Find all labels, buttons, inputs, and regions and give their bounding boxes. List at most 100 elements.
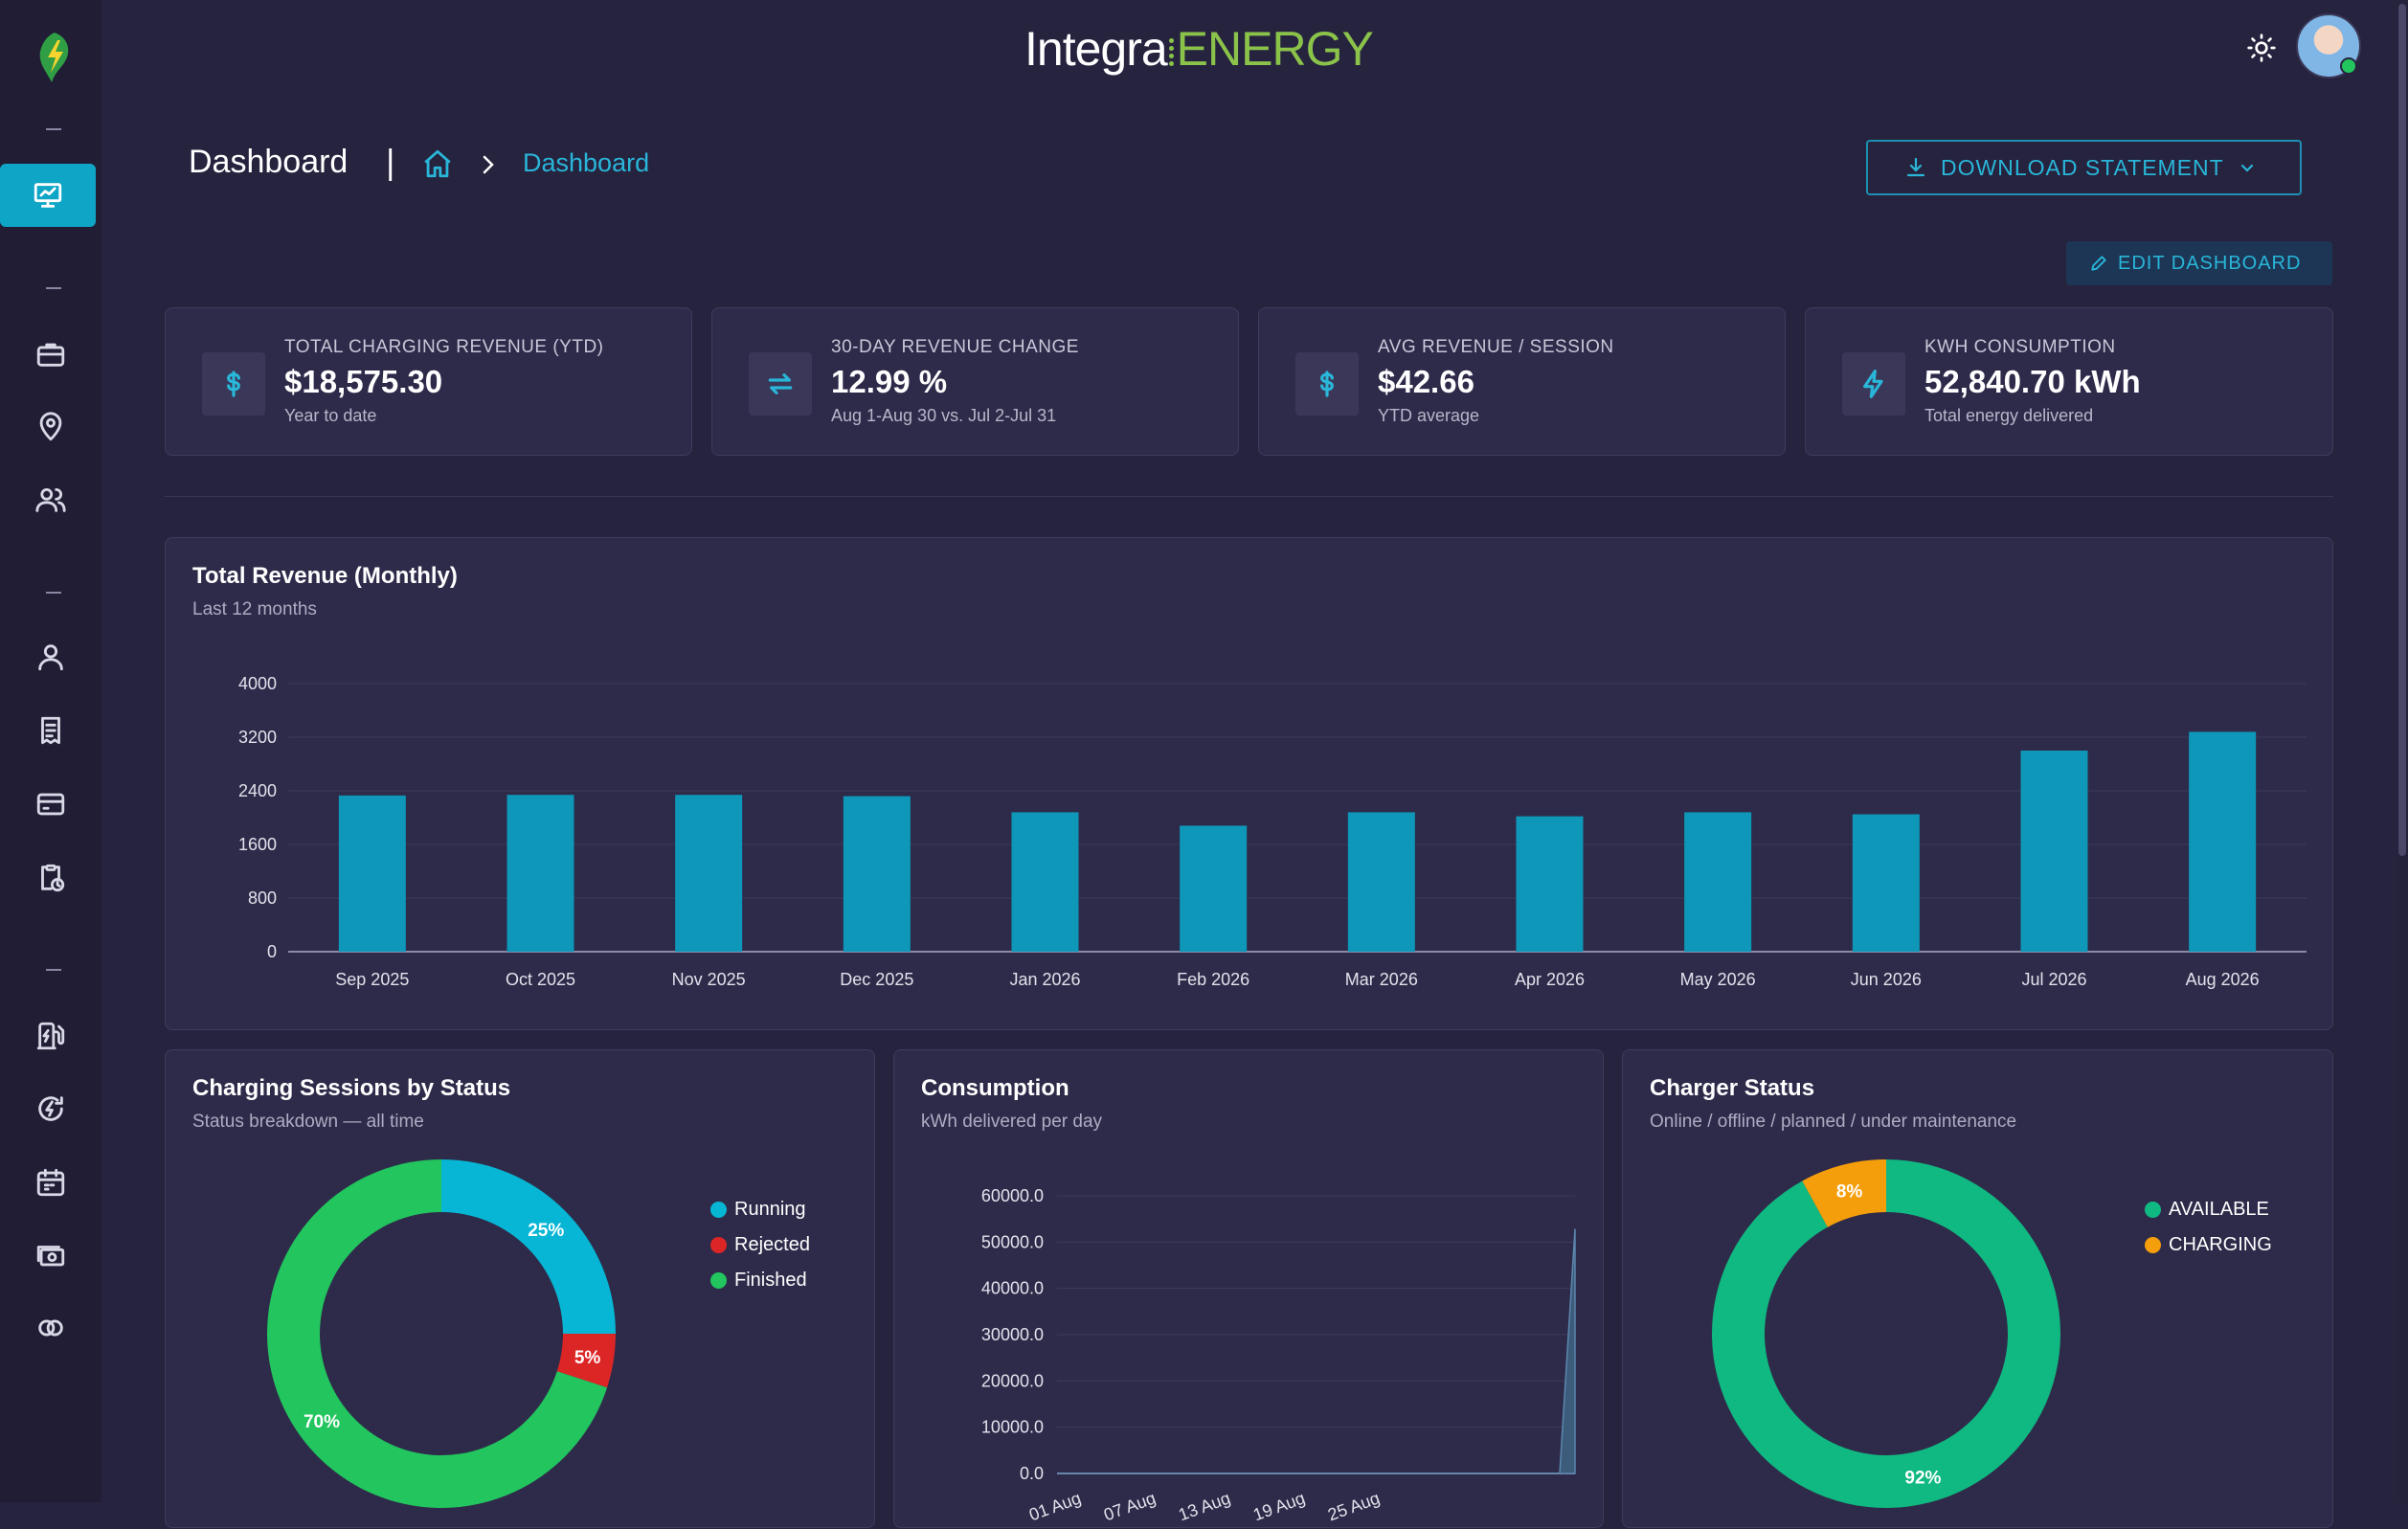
user-avatar[interactable]: [2296, 13, 2361, 79]
y-tick-label: 4000: [238, 674, 277, 693]
consumption-area-chart: 0.0 10000.0 20000.0 30000.0 40000.0 50000.0 60…: [981, 1186, 1576, 1524]
scrollbar-thumb[interactable]: [2398, 4, 2406, 856]
sidebar-item-dashboard[interactable]: [0, 164, 96, 227]
slice-value-label: 5%: [574, 1348, 601, 1368]
kpi-label: 30-DAY REVENUE CHANGE: [831, 337, 1079, 357]
users-icon: [35, 487, 66, 512]
legend-swatch: [710, 1237, 727, 1253]
x-tick-label: 25 Aug: [1325, 1488, 1383, 1524]
kpi-value: 12.99 %: [831, 364, 948, 399]
clipboard-clock-icon: [41, 864, 65, 892]
y-tick-label: 20000.0: [981, 1371, 1044, 1390]
donut-slice: [441, 1159, 616, 1334]
revenue-chart-panel: Total Revenue (Monthly) Last 12 months 0…: [165, 537, 2333, 1030]
sidebar-divider: [46, 592, 61, 594]
legend-item[interactable]: Rejected: [710, 1227, 810, 1263]
charger-legend: AVAILABLE CHARGING: [2145, 1192, 2272, 1263]
kpi-subtext: Total energy delivered: [1924, 406, 2094, 425]
fuel-station-icon: [36, 1022, 65, 1050]
bar: [1516, 816, 1584, 952]
edit-dashboard-button[interactable]: EDIT DASHBOARD: [2066, 241, 2332, 285]
slice-value-label: 70%: [304, 1412, 340, 1432]
kpi-label: TOTAL CHARGING REVENUE (YTD): [284, 337, 604, 357]
sidebar-item-receipts[interactable]: [0, 702, 101, 759]
legend-item[interactable]: CHARGING: [2145, 1227, 2272, 1263]
bar: [675, 795, 743, 952]
y-tick-label: 10000.0: [981, 1418, 1044, 1437]
y-tick-label: 0.0: [1020, 1464, 1044, 1483]
receipt-icon: [41, 716, 60, 745]
panel-title: Consumption: [921, 1075, 1069, 1101]
kpi-value: $18,575.30: [284, 364, 443, 399]
kpi-card-avg-revenue: AVG REVENUE / SESSION $42.66 YTD average: [1258, 307, 1786, 456]
x-tick-label: 07 Aug: [1101, 1488, 1159, 1524]
briefcase-icon: [36, 343, 65, 367]
sidebar-item-briefcase[interactable]: [0, 326, 101, 383]
x-tick-label: Oct 2025: [506, 970, 575, 989]
y-tick-label: 3200: [238, 728, 277, 747]
legend-label: AVAILABLE: [2169, 1199, 2269, 1220]
panel-subtitle: Last 12 months: [192, 599, 317, 619]
legend-label: Running: [734, 1199, 806, 1220]
x-tick-label: Sep 2025: [335, 970, 409, 989]
x-tick-label: Aug 2026: [2186, 970, 2260, 989]
y-tick-label: 30000.0: [981, 1325, 1044, 1344]
credit-card-icon: [36, 793, 65, 816]
x-tick-label: 13 Aug: [1176, 1488, 1233, 1524]
theme-toggle-sun-icon[interactable]: [2246, 33, 2277, 63]
bar: [506, 795, 574, 952]
money-icon: [36, 1246, 65, 1267]
kpi-card-revenue-change: 30-DAY REVENUE CHANGE 12.99 % Aug 1-Aug …: [711, 307, 1239, 456]
sidebar-item-users[interactable]: [0, 471, 101, 528]
sidebar-item-calendar[interactable]: [0, 1154, 101, 1211]
x-tick-label: Feb 2026: [1177, 970, 1249, 989]
app-logo[interactable]: [33, 29, 77, 86]
x-tick-label: 01 Aug: [1026, 1488, 1084, 1524]
breadcrumb-separator: |: [385, 144, 396, 182]
sidebar-divider: [46, 287, 61, 289]
kpi-value: $42.66: [1378, 364, 1474, 399]
area-series: [1057, 1228, 1576, 1474]
legend-item[interactable]: Running: [710, 1192, 810, 1227]
sidebar-item-payments[interactable]: [0, 776, 101, 833]
page-scrollbar[interactable]: [2397, 0, 2408, 1502]
kpi-subtext: YTD average: [1378, 406, 1480, 425]
kpi-card-kwh-consumption: KWH CONSUMPTION 52,840.70 kWh Total ener…: [1805, 307, 2333, 456]
x-tick-label: 19 Aug: [1250, 1488, 1308, 1524]
bar: [1180, 825, 1248, 952]
kpi-card-total-revenue: TOTAL CHARGING REVENUE (YTD) $18,575.30 …: [165, 307, 692, 456]
legend-item[interactable]: AVAILABLE: [2145, 1192, 2272, 1227]
sidebar-item-integrations[interactable]: [0, 1299, 101, 1357]
brand-name-right: ENERGY: [1176, 22, 1374, 76]
download-statement-button[interactable]: DOWNLOAD STATEMENT: [1866, 140, 2302, 195]
sidebar-item-schedules[interactable]: [0, 849, 101, 907]
legend-item[interactable]: Finished: [710, 1263, 810, 1298]
breadcrumb-current[interactable]: Dashboard: [523, 148, 650, 177]
location-icon: [39, 412, 62, 441]
legend-label: Finished: [734, 1270, 807, 1291]
panel-title: Charger Status: [1650, 1075, 1815, 1101]
sidebar-item-stations[interactable]: [0, 1007, 101, 1065]
calendar-icon: [36, 1168, 65, 1197]
sidebar-item-energy[interactable]: [0, 1080, 101, 1137]
download-icon: [1906, 157, 1925, 177]
bar: [1684, 812, 1752, 952]
sidebar-item-billing[interactable]: [0, 1226, 101, 1284]
sidebar-item-locations[interactable]: [0, 398, 101, 456]
edit-dashboard-label: EDIT DASHBOARD: [2118, 252, 2302, 274]
bar: [843, 796, 911, 952]
charger-status-panel: Charger Status Online / offline / planne…: [1622, 1049, 2333, 1528]
x-tick-label: Nov 2025: [672, 970, 746, 989]
legend-swatch: [710, 1202, 727, 1218]
bolt-icon: [1863, 370, 1883, 398]
dashboard-icon: [34, 183, 62, 208]
home-icon[interactable]: [421, 147, 454, 180]
sidebar-item-user[interactable]: [0, 628, 101, 686]
donut-slice: [1712, 1159, 2060, 1508]
kpi-subtext: Year to date: [284, 406, 377, 425]
y-tick-label: 1600: [238, 835, 277, 854]
bar: [1347, 812, 1415, 952]
sidebar-divider: [46, 969, 61, 971]
sidebar-divider: [46, 128, 61, 130]
consumption-panel: Consumption kWh delivered per day 0.0 100…: [893, 1049, 1604, 1528]
